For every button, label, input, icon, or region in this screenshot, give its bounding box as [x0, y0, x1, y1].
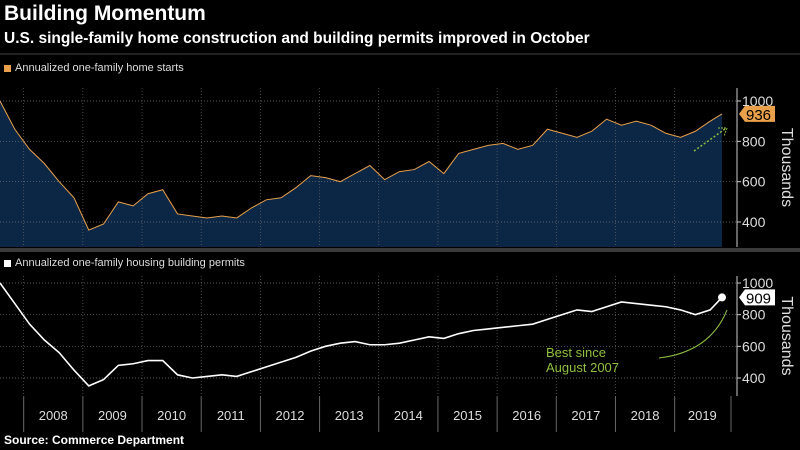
- x-tick-label: 2012: [276, 408, 305, 423]
- legend-label: Annualized one-family home starts: [15, 62, 184, 74]
- last-value-label: 936: [746, 107, 771, 124]
- x-tick-label: 2008: [39, 408, 68, 423]
- last-point-marker: [718, 293, 726, 302]
- legend-swatch: [4, 64, 11, 72]
- annotation-text: August 2007: [546, 360, 619, 375]
- y-tick-label: 400: [742, 370, 766, 386]
- chart-subtitle: U.S. single-family home construction and…: [4, 30, 590, 47]
- legend-permits: Annualized one-family housing building p…: [4, 257, 245, 269]
- legend-label: Annualized one-family housing building p…: [15, 257, 245, 269]
- area-fill: [0, 101, 722, 247]
- y-axis-label: Thousands: [778, 296, 795, 375]
- y-tick-label: 1000: [742, 93, 773, 109]
- y-tick-label: 600: [742, 174, 766, 190]
- annotation-curve: [658, 309, 728, 359]
- last-value-badge: [739, 105, 775, 122]
- x-tick-label: 2019: [688, 408, 717, 423]
- chart-title: Building Momentum: [4, 2, 206, 25]
- permits-line: [0, 282, 723, 387]
- starts-line: [0, 100, 723, 231]
- y-tick-label: 400: [742, 214, 766, 230]
- y-tick-label: 800: [742, 133, 766, 149]
- x-tick-label: 2010: [157, 408, 186, 423]
- legend-starts: Annualized one-family home starts: [4, 62, 184, 74]
- x-tick-label: 2014: [394, 408, 423, 423]
- y-tick-label: 800: [742, 307, 766, 323]
- x-tick-label: 2015: [453, 408, 482, 423]
- y-tick-label: 1000: [742, 275, 773, 291]
- x-tick-label: 2009: [98, 408, 127, 423]
- x-tick-label: 2011: [217, 408, 245, 423]
- x-tick-label: 2017: [571, 408, 600, 423]
- last-value-badge: [739, 289, 775, 306]
- legend-swatch: [4, 259, 11, 267]
- y-tick-label: 600: [742, 338, 766, 354]
- annotation-text: Best since: [546, 345, 606, 360]
- x-tick-label: 2013: [335, 408, 364, 423]
- x-tick-label: 2018: [631, 408, 660, 423]
- last-value-label: 909: [746, 290, 771, 307]
- trend-arrow-head: [718, 127, 728, 137]
- x-tick-label: 2016: [512, 408, 541, 423]
- y-axis-label: Thousands: [778, 128, 795, 207]
- source-note: Source: Commerce Department: [4, 433, 185, 447]
- panel-separator: [0, 248, 800, 252]
